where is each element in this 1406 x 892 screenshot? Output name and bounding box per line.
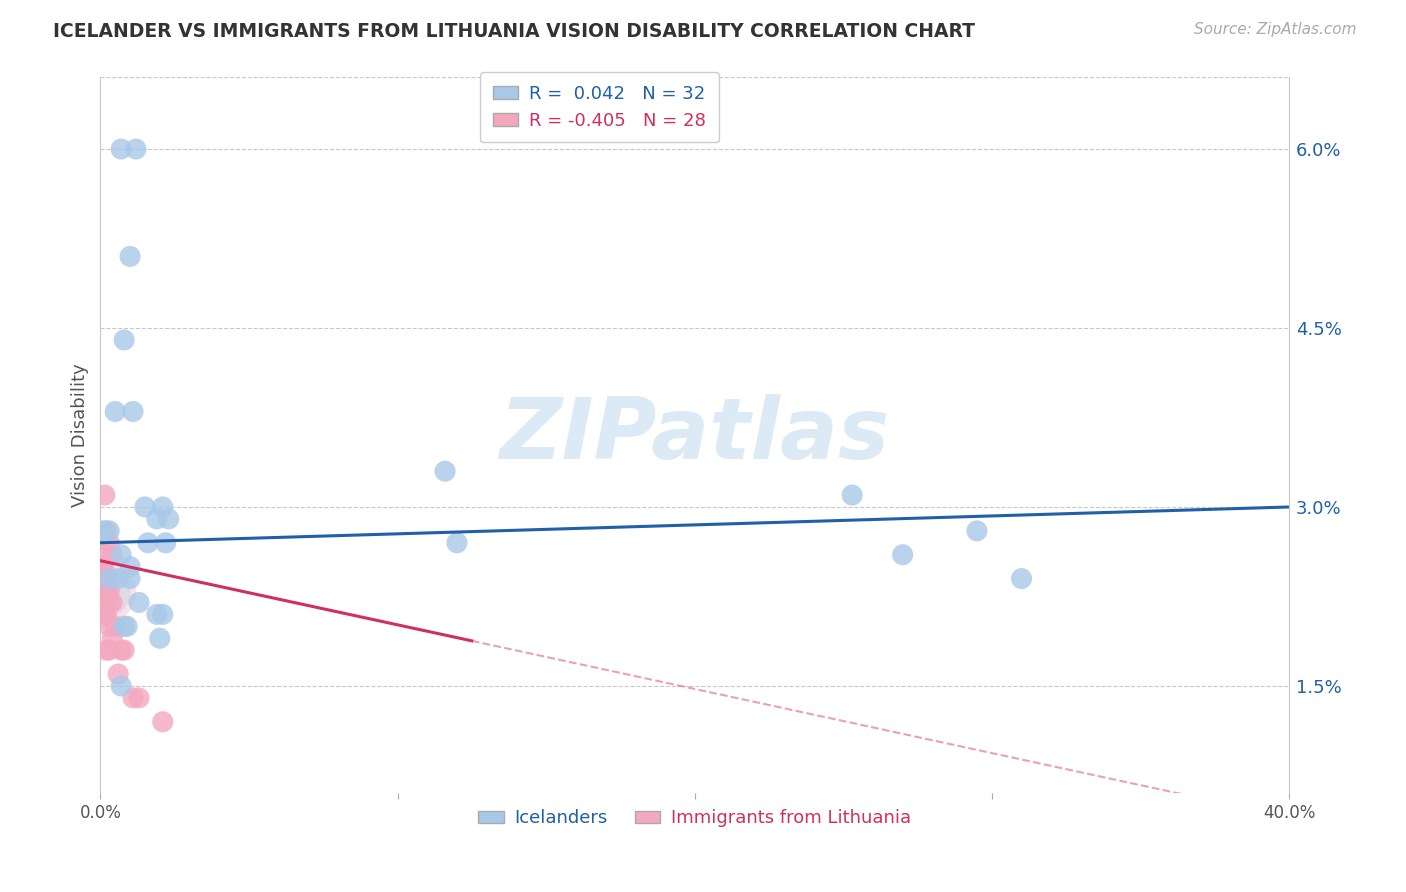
Point bbox=[104, 619, 127, 633]
Point bbox=[841, 488, 863, 502]
Point bbox=[446, 535, 468, 549]
Point bbox=[91, 583, 114, 598]
Point bbox=[91, 548, 114, 562]
Point bbox=[152, 607, 174, 622]
Point bbox=[128, 595, 150, 609]
Point bbox=[96, 572, 118, 586]
Point bbox=[120, 572, 142, 586]
Point bbox=[107, 667, 129, 681]
Point bbox=[94, 488, 117, 502]
Point bbox=[96, 607, 118, 622]
Point bbox=[110, 142, 132, 156]
Point bbox=[146, 512, 169, 526]
Point bbox=[101, 548, 124, 562]
Point bbox=[125, 142, 148, 156]
Point bbox=[91, 524, 114, 538]
Point bbox=[149, 632, 172, 646]
Y-axis label: Vision Disability: Vision Disability bbox=[72, 364, 89, 508]
Point bbox=[112, 333, 135, 347]
Point bbox=[98, 595, 121, 609]
Point bbox=[101, 595, 124, 609]
Legend: Icelanders, Immigrants from Lithuania: Icelanders, Immigrants from Lithuania bbox=[471, 802, 918, 834]
Point bbox=[98, 619, 121, 633]
Point bbox=[98, 572, 121, 586]
Point bbox=[891, 548, 914, 562]
Point bbox=[152, 500, 174, 514]
Point bbox=[98, 643, 121, 657]
Text: ICELANDER VS IMMIGRANTS FROM LITHUANIA VISION DISABILITY CORRELATION CHART: ICELANDER VS IMMIGRANTS FROM LITHUANIA V… bbox=[53, 22, 976, 41]
Point bbox=[966, 524, 988, 538]
Point bbox=[110, 679, 132, 693]
Point bbox=[155, 535, 177, 549]
Point bbox=[91, 595, 114, 609]
Point bbox=[136, 535, 159, 549]
Point bbox=[434, 464, 457, 478]
Point bbox=[115, 619, 138, 633]
Point bbox=[90, 595, 112, 609]
Point bbox=[120, 559, 142, 574]
Text: ZIPatlas: ZIPatlas bbox=[499, 394, 890, 477]
Point bbox=[146, 607, 169, 622]
Point bbox=[91, 607, 114, 622]
Point bbox=[96, 643, 118, 657]
Point bbox=[120, 249, 142, 263]
Point bbox=[96, 524, 118, 538]
Point bbox=[98, 583, 121, 598]
Point bbox=[128, 690, 150, 705]
Point bbox=[122, 690, 145, 705]
Point bbox=[91, 583, 114, 598]
Point bbox=[152, 714, 174, 729]
Point bbox=[96, 583, 118, 598]
Point bbox=[91, 559, 114, 574]
Point bbox=[157, 512, 180, 526]
Text: Source: ZipAtlas.com: Source: ZipAtlas.com bbox=[1194, 22, 1357, 37]
Point bbox=[112, 643, 135, 657]
Point bbox=[1011, 572, 1033, 586]
Point bbox=[98, 535, 121, 549]
Point bbox=[134, 500, 156, 514]
Point bbox=[90, 559, 112, 574]
Point bbox=[91, 583, 114, 598]
Point bbox=[112, 619, 135, 633]
Point bbox=[104, 404, 127, 418]
Point bbox=[122, 404, 145, 418]
Point bbox=[110, 548, 132, 562]
Point bbox=[107, 572, 129, 586]
Point bbox=[98, 524, 121, 538]
Point bbox=[110, 643, 132, 657]
Point bbox=[101, 632, 124, 646]
